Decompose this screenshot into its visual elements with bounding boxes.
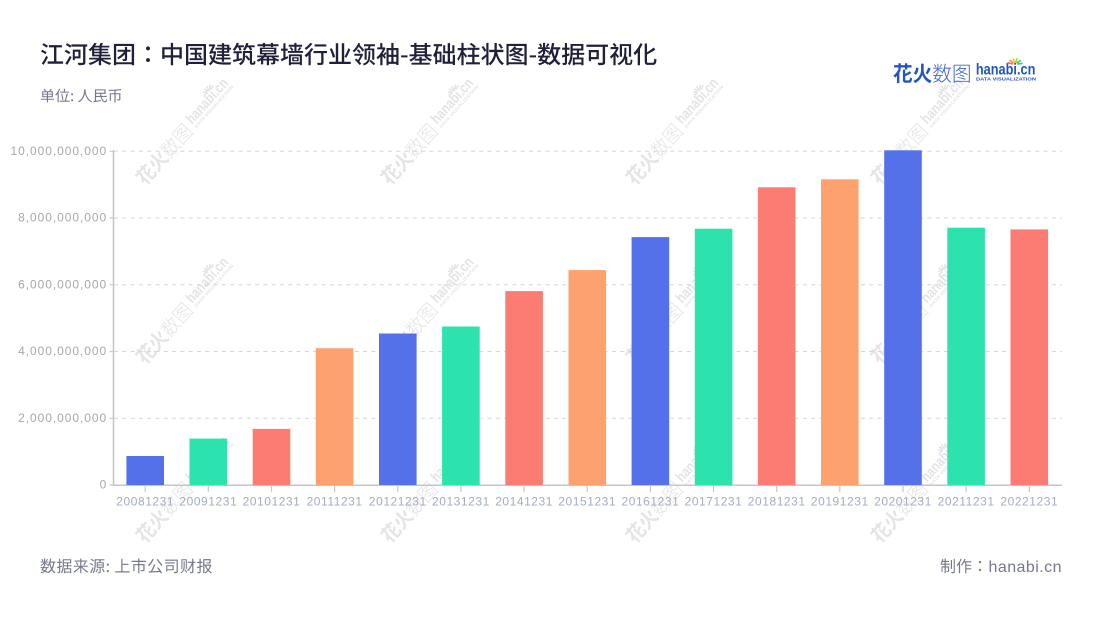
svg-text:hanabi.cn: hanabi.cn	[989, 559, 1062, 576]
svg-text:20131231: 20131231	[432, 495, 490, 509]
svg-text:20201231: 20201231	[874, 495, 932, 509]
svg-text:20111231: 20111231	[307, 495, 363, 509]
svg-text:20121231: 20121231	[369, 495, 427, 509]
svg-text:20151231: 20151231	[558, 495, 616, 509]
svg-text:10,000,000,000: 10,000,000,000	[10, 144, 107, 158]
svg-text:20101231: 20101231	[243, 495, 301, 509]
svg-text:0: 0	[100, 478, 108, 492]
svg-text:hanabi.cn: hanabi.cn	[976, 62, 1036, 79]
svg-text:20161231: 20161231	[622, 495, 680, 509]
svg-text:4,000,000,000: 4,000,000,000	[18, 344, 107, 358]
svg-text:20141231: 20141231	[495, 495, 553, 509]
svg-text:20081231: 20081231	[116, 495, 174, 509]
svg-text:20091231: 20091231	[179, 495, 237, 509]
svg-text:DATA VISUALIZATION: DATA VISUALIZATION	[976, 77, 1037, 82]
svg-text:20221231: 20221231	[1000, 495, 1058, 509]
svg-text:20181231: 20181231	[748, 495, 806, 509]
svg-text:6,000,000,000: 6,000,000,000	[18, 277, 107, 291]
svg-text:8,000,000,000: 8,000,000,000	[18, 211, 107, 225]
svg-text:20211231: 20211231	[938, 495, 995, 509]
svg-text:20171231: 20171231	[685, 495, 743, 509]
svg-text:20191231: 20191231	[811, 495, 869, 509]
svg-text:2,000,000,000: 2,000,000,000	[18, 411, 107, 425]
